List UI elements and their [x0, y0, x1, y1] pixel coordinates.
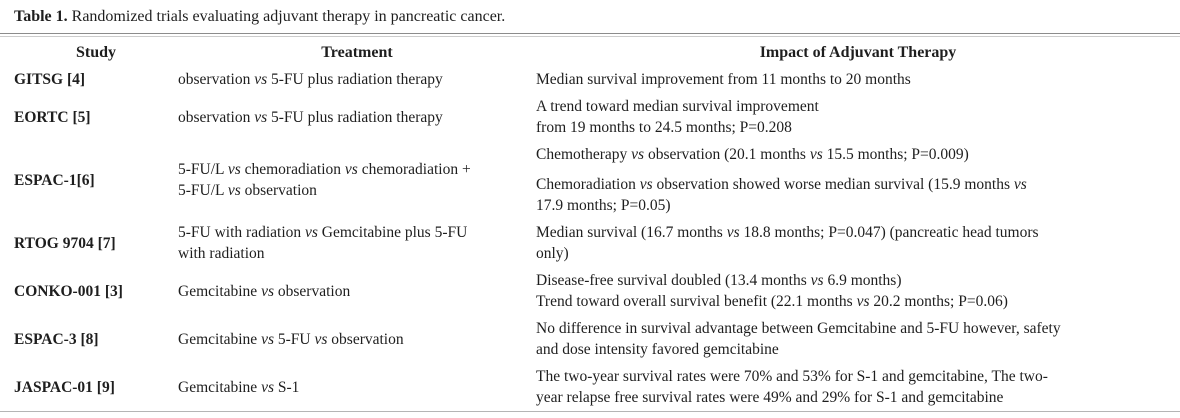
column-header-impact: Impact of Adjuvant Therapy	[759, 44, 957, 61]
table-caption-text: Randomized trials evaluating adjuvant th…	[71, 8, 506, 25]
study-cell: JASPAC-01 [9]	[14, 378, 115, 396]
treatment-cell: Gemcitabine vs S-1	[178, 378, 300, 396]
treatment-cell: 5-FU with radiation vs Gemcitabine plus …	[178, 224, 468, 262]
column-header-treatment: Treatment	[321, 44, 393, 61]
impact-cell: Median survival improvement from 11 mont…	[536, 66, 1180, 93]
impact-paragraph: Median survival improvement from 11 mont…	[536, 71, 911, 88]
study-cell: ESPAC-3 [8]	[14, 330, 99, 348]
impact-paragraph: Chemoradiation vs observation showed wor…	[536, 176, 1027, 214]
trials-table: Study Treatment Impact of Adjuvant Thera…	[0, 37, 1180, 411]
study-cell: ESPAC-1[6]	[14, 171, 95, 189]
study-cell: EORTC [5]	[14, 108, 91, 126]
treatment-cell: Gemcitabine vs observation	[178, 282, 351, 300]
impact-cell: The two-year survival rates were 70% and…	[536, 363, 1180, 411]
column-header-study: Study	[75, 44, 117, 61]
table-row-rtog9704: RTOG 9704 [7] 5-FU with radiation vs Gem…	[0, 219, 1180, 267]
treatment-cell: Gemcitabine vs 5-FU vs observation	[178, 330, 404, 348]
table-caption: Table 1. Randomized trials evaluating ad…	[0, 0, 1180, 34]
table-row-eortc: EORTC [5] observation vs 5-FU plus radia…	[0, 93, 1180, 141]
impact-paragraph: Disease-free survival doubled (13.4 mont…	[536, 272, 1008, 310]
table-caption-label: Table 1.	[14, 8, 68, 25]
impact-paragraph: The two-year survival rates were 70% and…	[536, 368, 1048, 406]
impact-cell: A trend toward median survival improveme…	[536, 93, 1180, 141]
impact-paragraph: No difference in survival advantage betw…	[536, 320, 1061, 358]
impact-paragraph: A trend toward median survival improveme…	[536, 98, 819, 136]
impact-cell: Disease-free survival doubled (13.4 mont…	[536, 267, 1180, 315]
study-cell: CONKO-001 [3]	[14, 282, 123, 300]
impact-paragraph: Median survival (16.7 months vs 18.8 mon…	[536, 224, 1039, 262]
treatment-cell: observation vs 5-FU plus radiation thera…	[178, 108, 443, 126]
trials-table-container: Study Treatment Impact of Adjuvant Thera…	[0, 36, 1180, 412]
header-row: Study Treatment Impact of Adjuvant Thera…	[0, 37, 1180, 66]
impact-cell: Chemotherapy vs observation (20.1 months…	[536, 141, 1180, 219]
study-cell: GITSG [4]	[14, 71, 86, 88]
table-row-jaspac01: JASPAC-01 [9] Gemcitabine vs S-1 The two…	[0, 363, 1180, 411]
impact-paragraph: Chemotherapy vs observation (20.1 months…	[536, 146, 969, 163]
study-cell: RTOG 9704 [7]	[14, 234, 116, 252]
impact-cell: Median survival (16.7 months vs 18.8 mon…	[536, 219, 1180, 267]
treatment-cell: observation vs 5-FU plus radiation thera…	[178, 71, 443, 88]
impact-cell: No difference in survival advantage betw…	[536, 315, 1180, 363]
treatment-cell: 5-FU/L vs chemoradiation vs chemoradiati…	[178, 161, 471, 199]
table-row-conko001: CONKO-001 [3] Gemcitabine vs observation…	[0, 267, 1180, 315]
table-row-espac3: ESPAC-3 [8] Gemcitabine vs 5-FU vs obser…	[0, 315, 1180, 363]
table-row-gitsg: GITSG [4] observation vs 5-FU plus radia…	[0, 66, 1180, 93]
table-row-espac1: ESPAC-1[6] 5-FU/L vs chemoradiation vs c…	[0, 141, 1180, 219]
